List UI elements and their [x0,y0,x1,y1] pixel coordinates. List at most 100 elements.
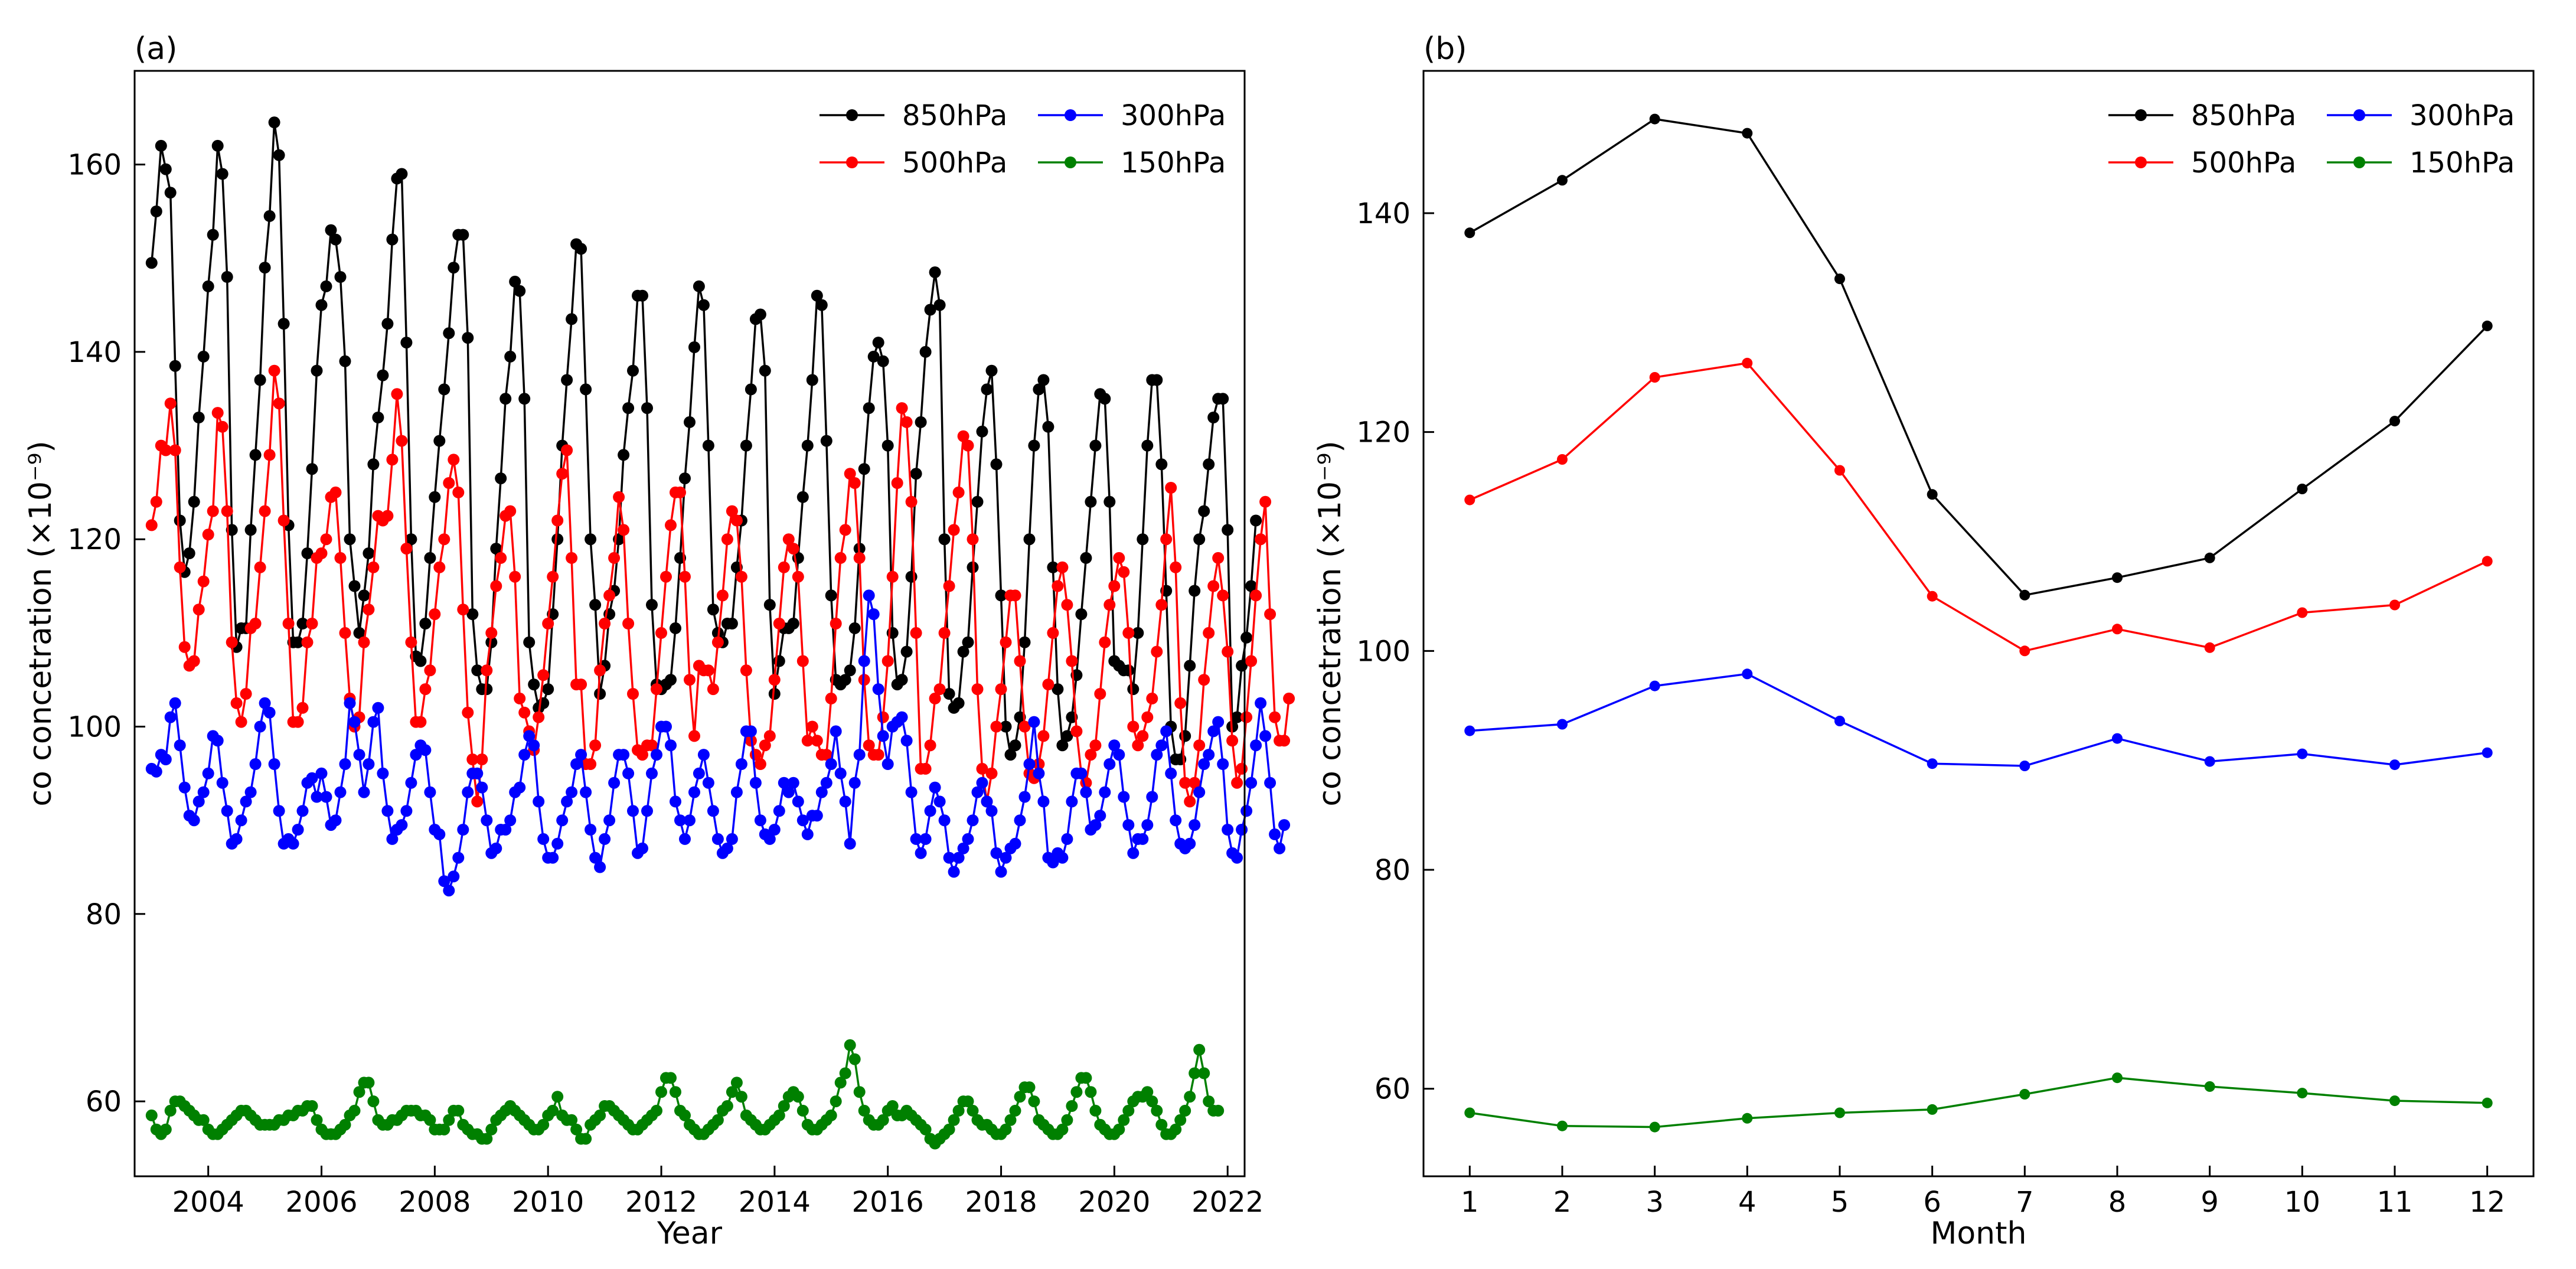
a-point [1236,824,1248,836]
a-point [948,524,960,536]
a-point [1085,749,1097,761]
a-point [1255,533,1267,546]
a-point [216,777,228,789]
a-point [1141,1086,1154,1098]
a-point [726,833,738,845]
a-point [627,805,639,817]
panel-a-ylabel: co concetration (×10⁻⁹) [23,441,58,806]
a-legend-marker [1065,156,1076,168]
a-point [688,730,700,742]
a-point [476,781,488,794]
a-point [693,767,705,779]
a-point [1222,824,1234,836]
a-point [641,402,653,415]
a-point [1155,739,1168,752]
a-point [848,622,861,634]
a-point [1118,1114,1130,1126]
a-point [702,777,714,789]
a-point [1231,711,1243,723]
b-point [2019,1089,2030,1100]
a-point [329,233,342,246]
a-point [1023,533,1036,546]
a-point [1189,1067,1201,1079]
a-point [306,772,318,784]
a-point [1174,697,1187,709]
a-point [443,885,455,897]
b-point [1834,1107,1845,1118]
a-point [282,618,295,629]
a-point [815,299,828,311]
a-point [957,645,969,658]
a-point [754,308,766,321]
a-ytick-label: 80 [86,898,122,931]
a-point [915,416,927,428]
a-point [929,781,941,794]
a-point [1231,777,1243,789]
a-point [768,688,781,700]
a-point [1137,730,1149,742]
a-point [684,416,696,428]
a-point [306,618,318,629]
a-point [792,570,804,583]
a-point [1170,814,1182,827]
a-point [211,735,224,747]
a-point [325,224,337,236]
a-point [448,454,460,466]
a-point [1085,1086,1097,1098]
a-point [1009,837,1021,850]
a-point [207,229,219,241]
a-point [259,505,271,517]
a-point [1198,1067,1210,1079]
b-point [1649,113,1660,125]
a-point [820,435,832,447]
b-point [2019,589,2030,601]
b-point [2112,572,2123,583]
a-point [900,645,913,658]
a-point [1004,749,1017,761]
a-point [962,833,974,845]
a-point [759,364,771,377]
a-point [976,425,988,438]
a-point [457,229,469,241]
a-point [834,1076,847,1089]
a-point [938,814,951,827]
a-point [796,655,809,667]
a-point [438,875,450,888]
a-point [721,1100,733,1112]
panel-a-plot-area [145,116,1295,1150]
a-point [1018,791,1031,803]
a-legend-label: 300hPa [1121,99,1226,132]
b-point [1742,668,1753,680]
a-point [405,777,417,789]
a-point [778,1100,790,1112]
a-point [221,505,233,517]
a-point [1056,1123,1069,1136]
a-point [363,547,375,559]
a-point [787,618,799,629]
a-point [311,1114,323,1126]
a-point [174,514,186,527]
a-point [414,655,427,667]
a-point [608,552,621,564]
a-point [292,824,304,836]
a-point [471,664,484,677]
a-point [726,1086,738,1098]
a-point [962,439,974,452]
a-point [1037,374,1050,386]
a-point [306,463,318,475]
a-point [221,271,233,283]
a-point [863,402,875,415]
a-point [254,561,266,573]
a-point [1094,810,1106,822]
a-point [646,767,658,779]
panel-a-frame [133,70,1246,1177]
a-point [679,1109,691,1121]
b-point [1742,1113,1753,1124]
b-xtick-label: 4 [1738,1186,1756,1219]
a-point [782,786,795,798]
a-xtick-label: 2004 [172,1186,244,1219]
a-point [495,552,507,564]
a-point [660,570,672,583]
a-point [334,786,347,798]
a-point [844,837,856,850]
